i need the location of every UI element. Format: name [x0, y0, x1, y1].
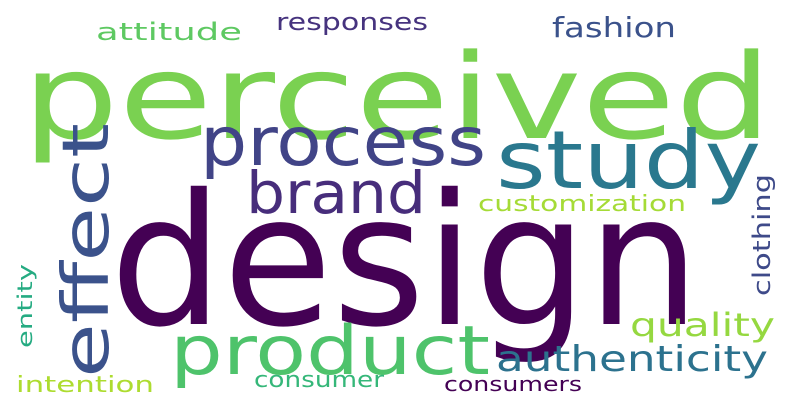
word-consumer: consumer: [254, 368, 385, 393]
word-intention: intention: [16, 373, 154, 398]
word-responses: responses: [276, 8, 428, 36]
word-clothing: clothing: [748, 174, 776, 296]
word-authenticity: authenticity: [496, 339, 768, 380]
word-brand: brand: [246, 159, 426, 227]
word-perceived: perceived: [22, 28, 772, 166]
word-study: study: [496, 114, 761, 207]
word-design: design: [110, 155, 700, 367]
word-fashion: fashion: [552, 11, 676, 44]
word-customization: customization: [478, 192, 686, 217]
word-consumers: consumers: [444, 372, 582, 396]
word-entity: entity: [13, 264, 37, 348]
word-quality: quality: [630, 306, 775, 344]
word-process: process: [200, 103, 486, 182]
word-attitude: attitude: [96, 18, 242, 46]
word-product: product: [170, 312, 490, 391]
word-effect: effect: [50, 123, 124, 378]
